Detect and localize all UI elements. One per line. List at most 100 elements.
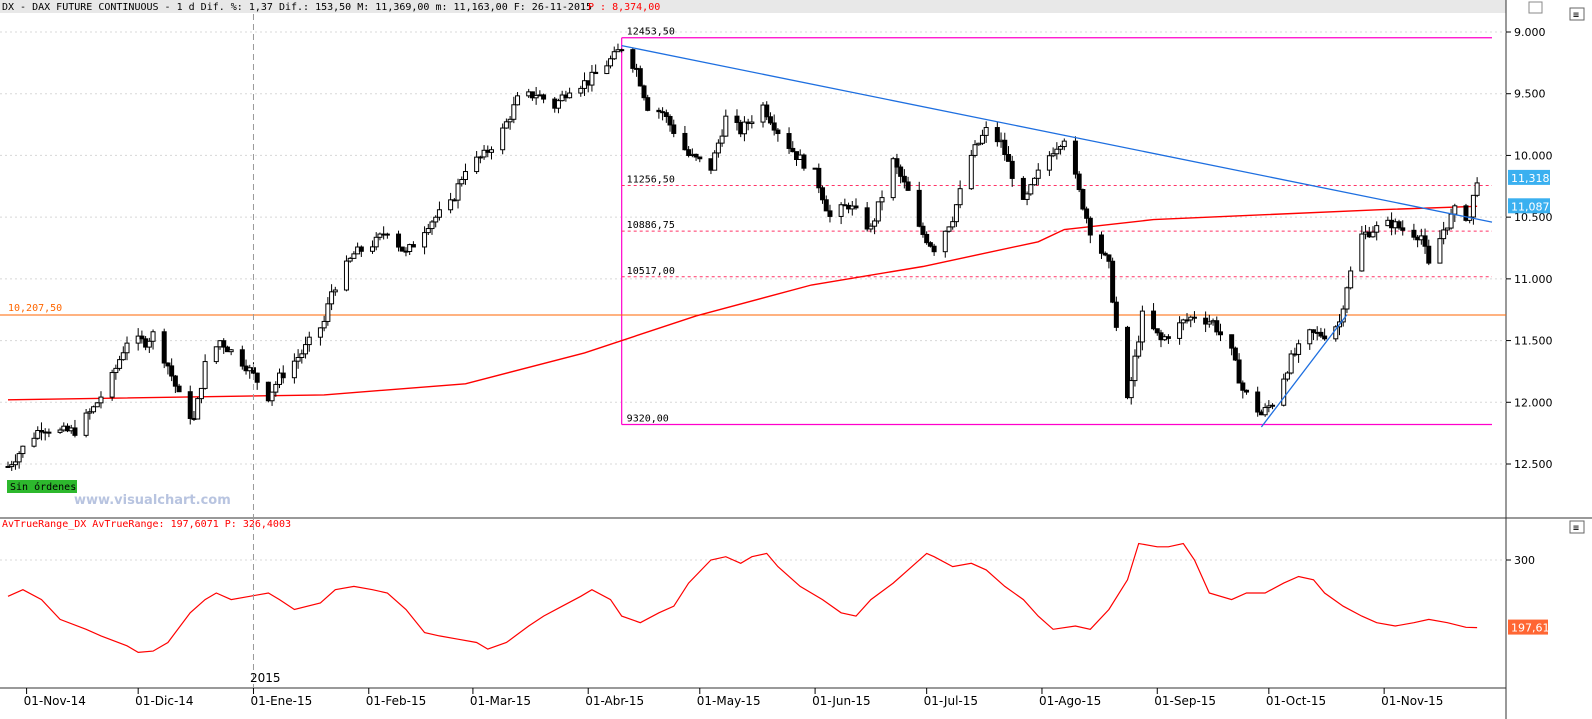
candle [1165, 334, 1171, 344]
candle-body-down [764, 104, 770, 118]
candle [957, 180, 963, 209]
candle [384, 232, 390, 239]
candle-body-up [347, 257, 353, 262]
candle [455, 178, 461, 209]
candle-body-up [712, 152, 718, 171]
candle-body-up [1262, 407, 1268, 416]
candle-body-down [1009, 160, 1015, 179]
candle-body-up [507, 118, 513, 123]
candle-body-up [384, 233, 390, 236]
candle [1002, 132, 1008, 161]
candle-body-down [663, 112, 669, 117]
candle [697, 156, 703, 163]
candle [172, 374, 178, 394]
candle [1061, 138, 1067, 151]
candle [1244, 389, 1250, 395]
candle-body-up [1032, 177, 1038, 186]
candle [1151, 303, 1157, 331]
x-tick-label: 01-Mar-15 [470, 694, 531, 708]
candle-body-down [767, 116, 773, 124]
candle-body-up [872, 220, 878, 227]
candle-body-down [187, 391, 193, 419]
candle-body-up [1374, 225, 1380, 233]
candle-body-down [734, 115, 740, 123]
candle [589, 65, 595, 92]
candle-body-down [660, 111, 666, 114]
candle [187, 385, 193, 425]
candle-body-down [161, 331, 167, 364]
candle-body-up [1128, 380, 1134, 399]
price-tag-ma-box [1508, 198, 1550, 214]
candle [291, 353, 297, 384]
candle-body-up [213, 346, 219, 363]
y-tick-label: 10.500 [1514, 211, 1553, 224]
price-tag-last-box [1508, 169, 1550, 185]
candle-body-up [979, 134, 985, 144]
candle-body-up [20, 445, 26, 455]
candle [1422, 228, 1428, 254]
main-menu-button[interactable] [1569, 7, 1585, 21]
candle-body-down [916, 189, 922, 227]
candle-body-up [474, 156, 480, 173]
candle [399, 246, 405, 252]
candle [1136, 335, 1142, 359]
indicator-y-tick-label: 300 [1514, 554, 1535, 567]
candle-body-down [1396, 221, 1402, 229]
candle-body-up [715, 142, 721, 154]
candle-body-down [1203, 317, 1209, 325]
candle [983, 121, 989, 143]
indicator-menu-button[interactable] [1569, 520, 1585, 534]
candle-body-up [983, 127, 989, 136]
candle-body-down [820, 187, 826, 201]
candle-body-down [1240, 382, 1246, 391]
candle [1318, 327, 1324, 338]
candle [645, 94, 651, 112]
candle-body-up [351, 253, 357, 259]
candle [280, 365, 286, 384]
indicator-tag-box [1508, 619, 1548, 635]
candle [332, 286, 338, 296]
candle-body-up [533, 94, 539, 99]
candle-body-down [593, 71, 599, 75]
candle [98, 391, 104, 409]
candle [890, 156, 896, 201]
candle-body-up [972, 144, 978, 156]
indicator-value-tag: 197,61 [1508, 619, 1550, 635]
candle [1032, 177, 1038, 186]
candle [1154, 328, 1160, 336]
candle [533, 86, 539, 105]
candle [719, 129, 725, 147]
retracement-level-label: 9320,00 [627, 414, 669, 425]
candle [686, 146, 692, 158]
candle [373, 232, 379, 251]
candle [656, 107, 662, 119]
candle [968, 149, 974, 190]
moving-average-line [7, 205, 1478, 401]
candle [1359, 225, 1365, 272]
candle [1098, 231, 1104, 259]
candle-body-up [608, 58, 614, 67]
x-tick-label: 01-Ene-15 [250, 694, 312, 708]
x-tick-label: 01-May-15 [697, 694, 761, 708]
candle [1139, 305, 1145, 351]
candle [295, 349, 301, 369]
candle [1411, 223, 1417, 241]
x-tick-label: 01-Ago-15 [1039, 694, 1101, 708]
candle [436, 201, 442, 221]
candlestick-series [5, 43, 1480, 471]
candle-body-up [35, 429, 41, 439]
corner-button[interactable] [1528, 1, 1543, 14]
candle-body-down [172, 375, 178, 387]
candle-body-up [1288, 353, 1294, 374]
candle-body-up [329, 291, 335, 305]
candle-body-down [894, 158, 900, 168]
candle-body-up [135, 335, 141, 344]
candle [593, 64, 599, 75]
candle [1203, 311, 1209, 333]
candle-body-up [1370, 231, 1376, 238]
retracement-levels: 12453,50 11256,50 10886,75 10517,00 9320,00 [621, 27, 1492, 426]
candle-body-up [117, 359, 123, 369]
candle [83, 409, 89, 438]
candle-body-down [1113, 301, 1119, 328]
x-tick-label: 01-Feb-15 [366, 694, 426, 708]
